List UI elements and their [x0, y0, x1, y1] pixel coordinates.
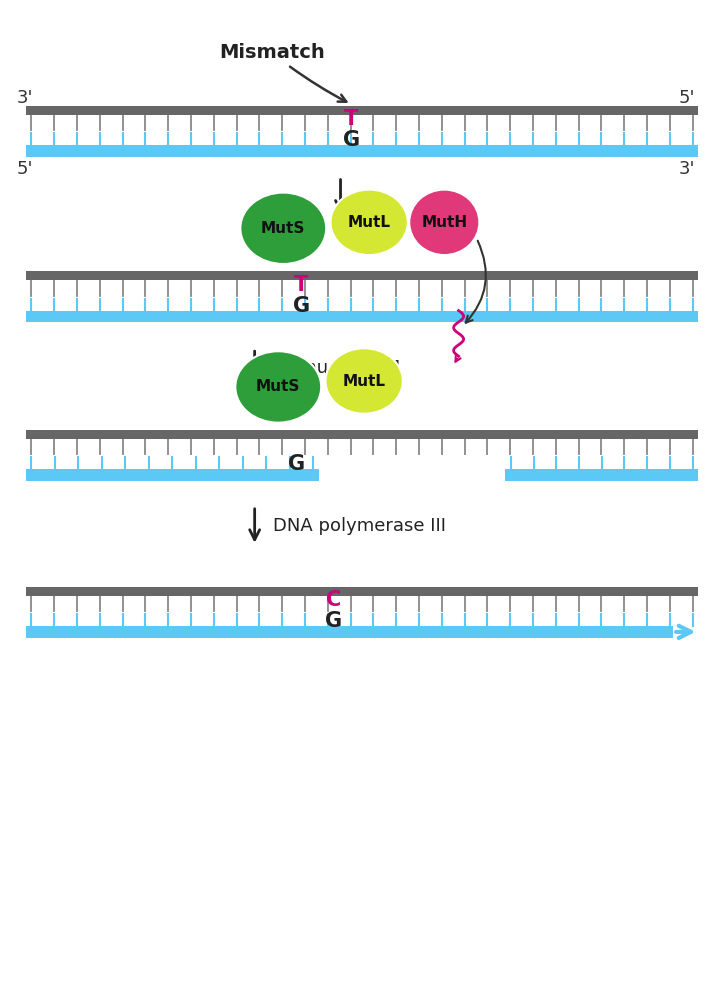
FancyBboxPatch shape — [25, 145, 699, 157]
FancyBboxPatch shape — [25, 106, 699, 115]
Text: MutS: MutS — [261, 221, 306, 236]
FancyBboxPatch shape — [25, 271, 699, 280]
FancyBboxPatch shape — [25, 587, 699, 596]
Text: MutL: MutL — [342, 373, 386, 388]
Text: MutH: MutH — [421, 215, 468, 230]
Text: Exonuclease 1: Exonuclease 1 — [272, 359, 403, 377]
Text: G: G — [292, 296, 310, 316]
Ellipse shape — [240, 193, 327, 264]
FancyBboxPatch shape — [25, 469, 319, 481]
Text: 5': 5' — [678, 89, 695, 107]
Ellipse shape — [409, 190, 479, 255]
Ellipse shape — [326, 348, 403, 414]
FancyBboxPatch shape — [25, 311, 699, 322]
Text: C: C — [326, 590, 341, 610]
FancyBboxPatch shape — [25, 430, 699, 439]
Text: MutS: MutS — [256, 379, 300, 394]
FancyBboxPatch shape — [25, 626, 673, 638]
Text: DNA polymerase III: DNA polymerase III — [272, 517, 445, 535]
Text: G: G — [325, 611, 342, 631]
Text: T: T — [294, 275, 308, 295]
Text: Mismatch: Mismatch — [219, 43, 346, 102]
Text: 3': 3' — [678, 160, 695, 178]
FancyBboxPatch shape — [505, 469, 699, 481]
Text: T: T — [344, 109, 358, 129]
Ellipse shape — [331, 190, 408, 255]
Ellipse shape — [235, 351, 321, 423]
Text: MutL: MutL — [348, 215, 391, 230]
Text: 5': 5' — [17, 160, 33, 178]
Text: 3': 3' — [17, 89, 33, 107]
Text: G: G — [287, 454, 305, 474]
Text: G: G — [342, 130, 360, 150]
